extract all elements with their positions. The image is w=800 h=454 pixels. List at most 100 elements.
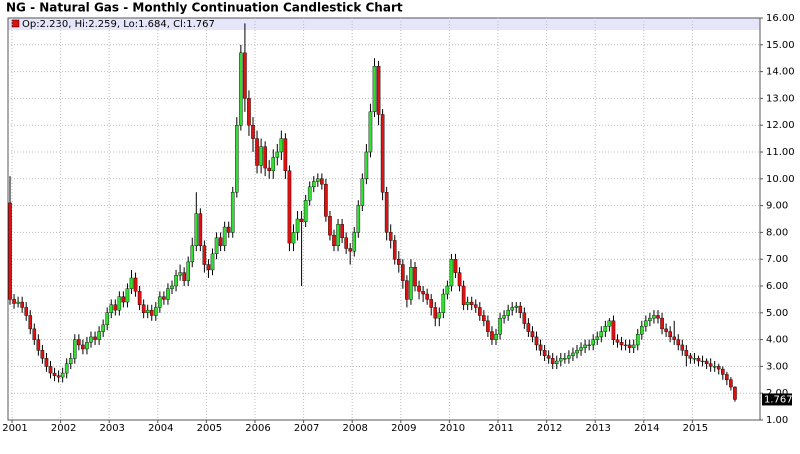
candle-body [129,277,134,289]
candle-body [68,358,73,364]
candle-body [542,350,547,356]
candle-body [591,339,595,346]
x-tick-label: 2010 [440,423,465,434]
candle-body [101,324,105,332]
candle-body [619,342,624,346]
candle-body [243,52,247,99]
candle-body [708,363,713,367]
candle-body [93,336,97,340]
candle-body [291,232,296,244]
candle-body [575,350,579,354]
grid [8,17,763,423]
candle-body [660,317,664,330]
candle-body [275,151,280,158]
candle-body [538,344,543,351]
x-tick-label: 2005 [197,423,222,434]
candle-body [218,237,223,246]
candle-body [392,240,397,260]
candle-body [457,272,462,287]
candle-body [534,336,539,346]
x-tick-label: 2012 [537,423,562,434]
x-tick-label: 2013 [585,423,610,434]
candle-body [182,272,186,281]
candle-body [482,315,486,322]
y-tick-label: 16.00 [766,13,795,24]
candle-body [672,336,676,340]
candle-body [352,232,357,252]
x-tick-label: 2007 [294,423,319,434]
candle-body [627,344,632,348]
candle-body [64,363,69,374]
candle-body [141,304,146,314]
candle-body [307,186,312,201]
candle-body [190,245,195,263]
candle-body [117,296,122,311]
candle-body [105,312,109,326]
candle-body [563,358,567,360]
y-tick-label: 8.00 [766,227,788,238]
candle-body [360,178,365,206]
candle-body [441,293,446,314]
candle-body [356,205,361,233]
candle-body [583,344,587,348]
y-tick-label: 1.00 [766,415,788,426]
y-tick-label: 11.00 [766,147,795,158]
candle-body [210,253,215,271]
candle-body [676,339,681,346]
candle-body [263,146,267,169]
legend-band [8,18,760,30]
plot-frame [7,17,761,421]
candle-body [255,138,259,166]
candle-body [554,360,559,364]
candle-body [239,52,243,126]
candle-body [461,285,466,305]
x-tick-label: 2002 [51,423,76,434]
chart-title: NG - Natural Gas - Monthly Continuation … [6,1,403,15]
candle-body [652,315,656,319]
candle-body [332,234,336,247]
candle-body [644,320,648,327]
candle-body [607,320,612,327]
candle-body [8,202,12,300]
candle-body [178,272,182,276]
y-tick-label: 7.00 [766,254,788,265]
candle-body [259,146,263,166]
x-tick-label: 2014 [634,423,659,434]
candle-body [490,331,494,340]
candle-body [206,264,211,271]
x-tick-label: 2006 [245,423,270,434]
candle-body [437,312,442,319]
y-tick-label: 5.00 [766,308,788,319]
candle-body [202,245,207,265]
candle-body [526,323,531,332]
candle-body [384,191,389,233]
candle-body [20,301,24,308]
candle-body [32,328,37,340]
candle-body [299,218,304,222]
candle-body [328,216,332,236]
candle-body [725,374,729,381]
candle-body [28,315,33,330]
y-tick-label: 15.00 [766,40,795,51]
candle-body [145,309,150,313]
candle-body [44,358,49,367]
candle-body [571,352,575,356]
candle-body [421,291,425,295]
candle-body [425,293,429,300]
candle-body [397,259,401,265]
candle-body [688,355,693,359]
candle-body [194,213,199,246]
candle-body [40,350,45,359]
candle-body [89,336,93,343]
candle-body [77,339,81,346]
x-tick-label: 2015 [683,423,708,434]
candle-body [700,360,705,363]
candle-body [125,288,130,303]
candle-body [271,157,276,171]
candle-body [692,358,697,360]
candle-body [153,307,158,316]
candle-body [85,342,89,350]
candle-body [295,218,300,233]
candle-body [417,285,421,292]
